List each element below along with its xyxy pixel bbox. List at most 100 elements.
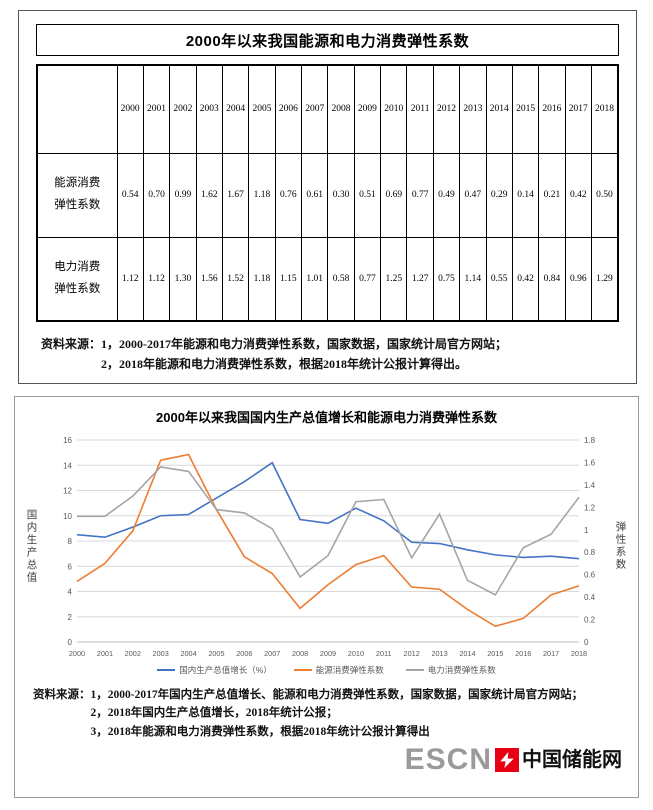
right-tick-label: 0.2 xyxy=(584,616,596,625)
value-cell: 0.96 xyxy=(564,236,592,322)
right-tick-label: 0.8 xyxy=(584,548,596,557)
value-cell: 1.29 xyxy=(590,236,619,322)
value-cell: 0.69 xyxy=(380,152,408,238)
value-cell: 1.12 xyxy=(116,236,144,322)
escn-logo-text: ESCN xyxy=(404,743,492,777)
escn-logo-cn-text: 中国储能网 xyxy=(522,749,622,772)
value-cell: 1.01 xyxy=(301,236,329,322)
chart-note-line-3: 3，2018年能源和电力消费弹性系数，根据2018年统计公报计算得出 xyxy=(90,725,430,738)
legend-label: 能源消费弹性系数 xyxy=(315,665,384,675)
value-cell: 0.54 xyxy=(116,152,144,238)
year-header: 2006 xyxy=(274,64,303,154)
x-tick-label: 2007 xyxy=(264,649,280,658)
value-cell: 1.25 xyxy=(380,236,408,322)
year-header: 2009 xyxy=(353,64,382,154)
lightning-icon xyxy=(500,752,514,769)
chart-note-line-2: 2，2018年国内生产总值增长，2018年统计公报； xyxy=(90,707,338,720)
legend-label: 国内生产总值增长（%） xyxy=(179,665,272,675)
table-row: 电力消费 弹性系数 1.12 1.12 1.30 1.56 1.52 1.18 1.15 1.01… xyxy=(36,236,619,322)
year-header: 2016 xyxy=(538,64,566,154)
value-cell: 1.18 xyxy=(248,152,276,238)
year-header: 2002 xyxy=(169,64,197,154)
value-cell: 0.21 xyxy=(538,152,566,238)
chart-legend: 国内生产总值增长（%） 能源消费弹性系数 电力消费弹性系数 xyxy=(17,664,636,676)
chart-panel: 2000年以来我国国内生产总值增长和能源电力消费弹性系数 国内生产总值 0 2 4 6… xyxy=(14,396,639,798)
value-cell: 0.70 xyxy=(142,152,171,238)
series-line xyxy=(76,461,579,560)
x-tick-label: 2011 xyxy=(375,649,391,658)
chart-note-line-1: 资料来源：1，2000-2017年国内生产总值增长、能源和电力消费弹性系数，国家… xyxy=(33,689,584,701)
value-cell: 1.14 xyxy=(459,236,487,322)
value-cell: 1.62 xyxy=(195,152,223,238)
left-tick-label: 10 xyxy=(63,512,72,521)
value-cell: 0.76 xyxy=(274,152,303,238)
year-header: 2003 xyxy=(195,64,223,154)
left-tick-label: 8 xyxy=(67,537,72,546)
corner-cell xyxy=(36,64,118,154)
x-tick-label: 2018 xyxy=(570,649,586,658)
left-tick-label: 6 xyxy=(67,562,72,571)
value-cell: 1.67 xyxy=(221,152,250,238)
x-tick-label: 2004 xyxy=(180,649,196,658)
year-header: 2000 xyxy=(116,64,144,154)
left-tick-label: 4 xyxy=(67,588,72,597)
left-tick-label: 16 xyxy=(63,436,72,445)
legend-swatch xyxy=(157,669,176,671)
escn-logo: ESCN 中国储能网 xyxy=(31,745,622,775)
value-cell: 0.47 xyxy=(459,152,487,238)
value-cell: 1.27 xyxy=(406,236,434,322)
x-tick-label: 2006 xyxy=(236,649,252,658)
chart-source-notes: 资料来源：1，2000-2017年国内生产总值增长、能源和电力消费弹性系数，国家… xyxy=(33,686,620,741)
left-tick-label: 2 xyxy=(67,613,72,622)
x-tick-label: 2010 xyxy=(347,649,363,658)
x-tick-label: 2005 xyxy=(208,649,224,658)
value-cell: 0.42 xyxy=(511,236,540,322)
row-label: 能源消费 弹性系数 xyxy=(36,152,118,238)
value-cell: 0.14 xyxy=(511,152,540,238)
value-cell: 0.77 xyxy=(406,152,434,238)
value-cell: 1.12 xyxy=(142,236,171,322)
chart-area: 国内生产总值 0 2 4 6 8 10 12 14 16 0 0.2 0.4 0.6 0.8 1 1.2 1.4… xyxy=(17,430,636,662)
value-cell: 0.49 xyxy=(432,152,461,238)
row-label: 电力消费 弹性系数 xyxy=(36,236,118,322)
legend-item: 国内生产总值增长（%） xyxy=(157,664,272,676)
left-tick-label: 14 xyxy=(63,461,72,470)
value-cell: 0.55 xyxy=(485,236,513,322)
left-tick-label: 12 xyxy=(63,487,72,496)
elasticity-table: 2000 2001 2002 2003 2004 2005 2006 2007 2008 2009… xyxy=(36,64,619,322)
series-line xyxy=(76,466,580,596)
line-chart: 0 2 4 6 8 10 12 14 16 0 0.2 0.4 0.6 0.8 1 1.2 1.4 1.6 1.8 2… xyxy=(63,436,596,658)
value-cell: 1.52 xyxy=(221,236,250,322)
x-tick-label: 2000 xyxy=(68,649,84,658)
right-tick-label: 0 xyxy=(584,638,589,647)
right-tick-label: 1.8 xyxy=(584,436,596,445)
x-tick-label: 2008 xyxy=(291,649,307,658)
right-tick-label: 0.6 xyxy=(584,571,596,580)
x-tick-label: 2016 xyxy=(515,649,531,658)
value-cell: 0.77 xyxy=(353,236,382,322)
x-tick-label: 2001 xyxy=(96,649,112,658)
value-cell: 1.56 xyxy=(195,236,223,322)
value-cell: 1.30 xyxy=(169,236,197,322)
table-note-line-1: 资料来源：1，2000-2017年能源和电力消费弹性系数，国家数据，国家统计局官… xyxy=(41,337,507,351)
year-header: 2007 xyxy=(301,64,329,154)
year-header: 2014 xyxy=(485,64,513,154)
year-header: 2013 xyxy=(459,64,487,154)
year-header: 2005 xyxy=(248,64,276,154)
legend-label: 电力消费弹性系数 xyxy=(427,665,496,675)
right-tick-label: 1.2 xyxy=(584,503,596,512)
right-tick-label: 1 xyxy=(584,526,589,535)
series-line xyxy=(76,453,579,628)
value-cell: 0.51 xyxy=(353,152,382,238)
table-note-line-2: 2，2018年能源和电力消费弹性系数，根据2018年统计公报计算得出。 xyxy=(101,357,468,372)
year-header: 2008 xyxy=(327,64,355,154)
x-tick-label: 2003 xyxy=(152,649,168,658)
x-tick-label: 2013 xyxy=(431,649,447,658)
right-tick-label: 1.4 xyxy=(584,481,596,490)
legend-swatch xyxy=(293,669,312,671)
value-cell: 0.29 xyxy=(485,152,513,238)
x-tick-label: 2017 xyxy=(542,649,558,658)
x-tick-label: 2012 xyxy=(403,649,419,658)
value-cell: 1.18 xyxy=(248,236,276,322)
years-header-row: 2000 2001 2002 2003 2004 2005 2006 2007 2008 2009… xyxy=(36,64,619,154)
